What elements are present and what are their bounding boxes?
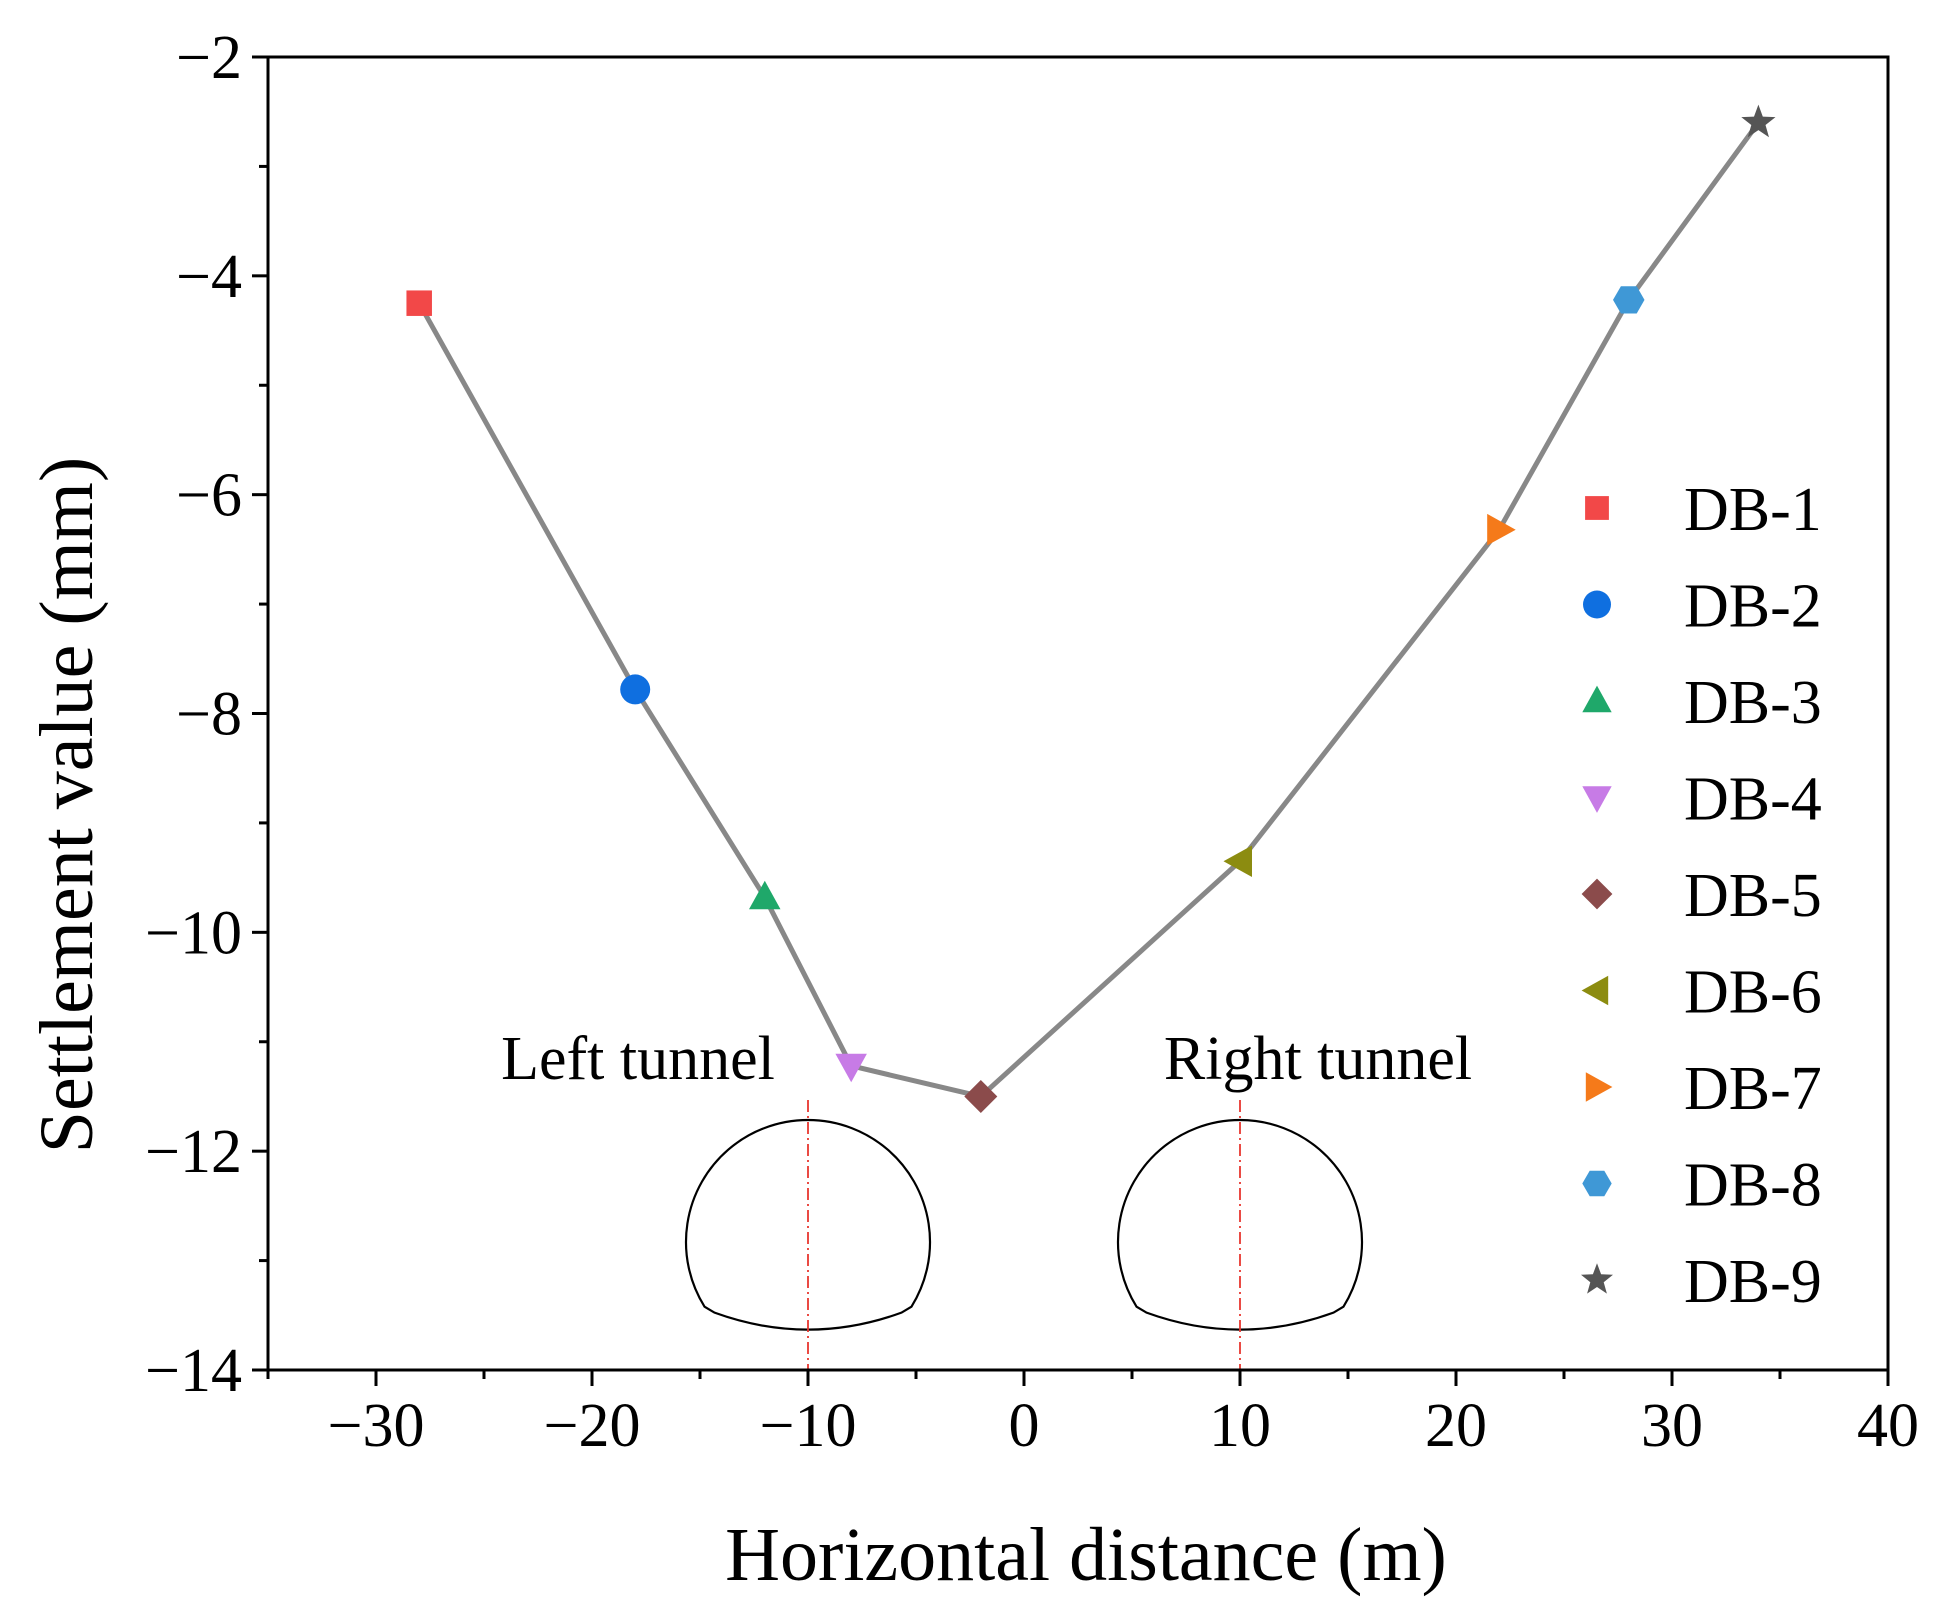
tunnel-outline [684, 1118, 932, 1331]
legend-marker-db-7 [1585, 1072, 1613, 1102]
plot-frame [266, 55, 1890, 1372]
legend-label-db-7: DB-7 [1684, 1055, 1822, 1123]
data-point-db-9 [1741, 104, 1776, 138]
legend-label-db-5: DB-5 [1684, 862, 1822, 930]
y-tick-label: −2 [176, 24, 242, 92]
legend-marker-db-9 [1581, 1263, 1613, 1294]
plot-border [266, 55, 1890, 1372]
y-tick-label: −6 [176, 462, 242, 530]
x-tick-label: 30 [1641, 1392, 1703, 1460]
x-tick-label: −10 [760, 1392, 857, 1460]
x-axis-ticks: −30 −20 −10 0 10 20 30 40 [266, 1370, 1919, 1460]
legend-marker-db-1 [1585, 496, 1609, 520]
legend: DB-1 DB-2 DB-3 DB-4 DB-5 DB-6 DB-7 DB-8 DB-9 [1581, 476, 1822, 1316]
tunnel-outline [1116, 1118, 1364, 1331]
legend-label-db-6: DB-6 [1684, 959, 1822, 1027]
y-tick-label: −4 [176, 243, 242, 311]
legend-label-db-2: DB-2 [1684, 573, 1822, 641]
y-tick-label: −8 [176, 681, 242, 749]
data-point-db-8 [1613, 286, 1645, 314]
x-tick-label: 0 [1009, 1392, 1040, 1460]
y-axis-ticks: −14 −12 −10 −8 −6 −4 −2 [145, 24, 268, 1405]
y-tick-label: −12 [145, 1118, 242, 1186]
data-markers [406, 104, 1776, 1113]
legend-marker-db-5 [1581, 878, 1613, 910]
legend-label-db-3: DB-3 [1684, 669, 1822, 737]
y-tick-label: −14 [145, 1337, 242, 1405]
data-point-db-1 [406, 290, 432, 316]
legend-marker-db-4 [1582, 786, 1612, 813]
legend-label-db-4: DB-4 [1684, 766, 1822, 834]
data-point-db-2 [620, 674, 651, 705]
legend-label-db-9: DB-9 [1684, 1248, 1822, 1316]
x-tick-label: −30 [328, 1392, 425, 1460]
data-point-db-4 [835, 1053, 867, 1083]
data-point-db-5 [964, 1080, 998, 1113]
right-tunnel-label: Right tunnel [1164, 1025, 1472, 1093]
legend-label-db-1: DB-1 [1684, 476, 1822, 544]
legend-marker-db-2 [1583, 590, 1611, 619]
x-tick-label: 40 [1857, 1392, 1919, 1460]
tunnel-diagrams [684, 1100, 1364, 1370]
left-tunnel-label: Left tunnel [501, 1025, 775, 1093]
x-tick-label: 20 [1425, 1392, 1487, 1460]
settlement-line-layer [417, 121, 1761, 1099]
data-point-db-6 [1223, 845, 1252, 877]
x-axis-title: Horizontal distance (m) [725, 1513, 1447, 1597]
legend-label-db-8: DB-8 [1684, 1152, 1822, 1220]
x-tick-label: −20 [544, 1392, 641, 1460]
settlement-line [417, 121, 1761, 1099]
legend-marker-db-3 [1582, 685, 1612, 713]
y-axis-title: Settlement value (mm) [25, 457, 109, 1153]
legend-marker-db-6 [1581, 975, 1609, 1006]
x-tick-label: 10 [1209, 1392, 1271, 1460]
legend-marker-db-8 [1582, 1170, 1612, 1197]
data-point-db-7 [1487, 513, 1516, 546]
y-tick-label: −10 [145, 899, 242, 967]
data-point-db-3 [749, 880, 781, 910]
